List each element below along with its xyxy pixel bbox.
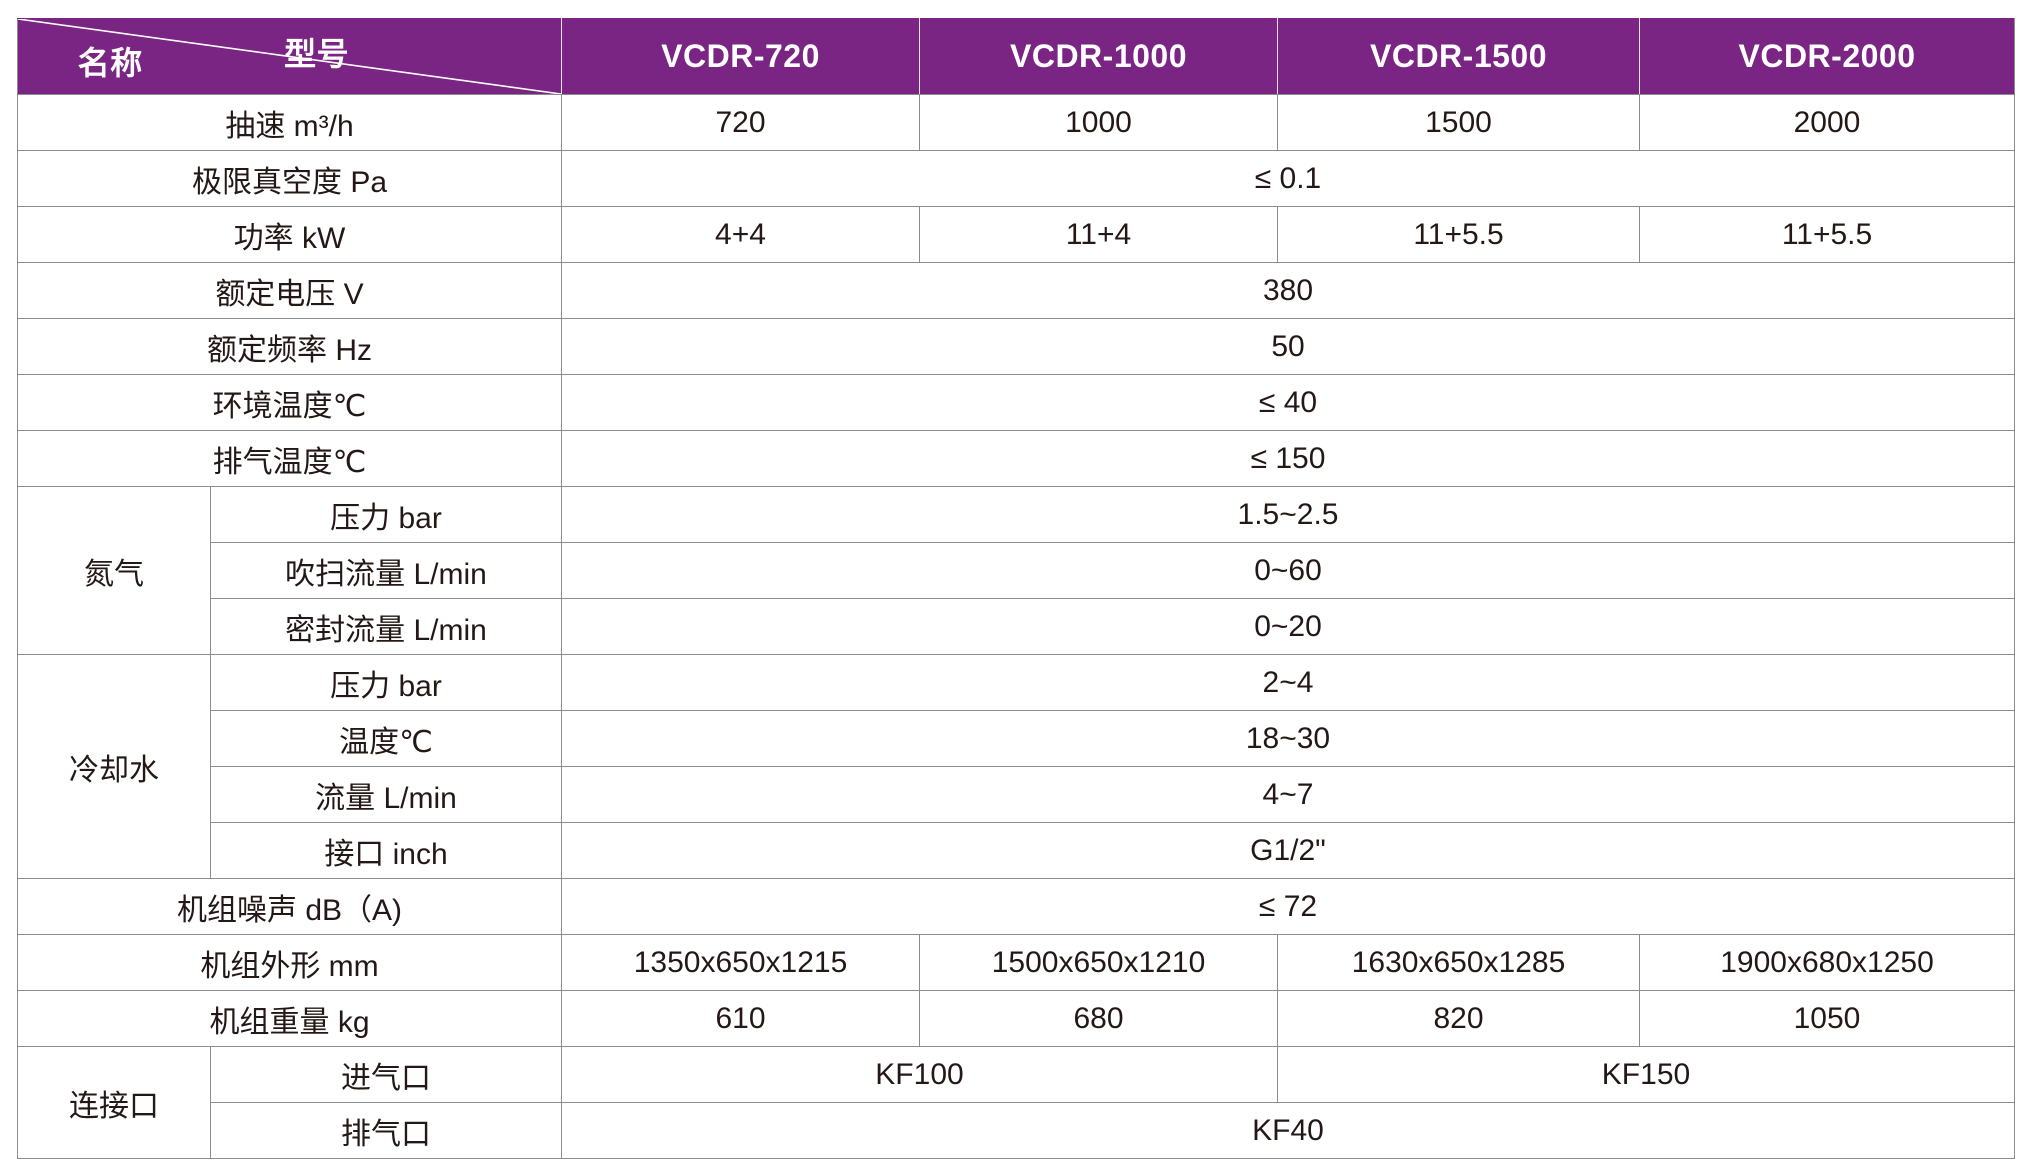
value-nitrogen-pressure: 1.5~2.5	[561, 486, 2015, 543]
row-exhaust-temperature: 排气温度℃ ≤ 150	[17, 430, 2015, 487]
value-cooling-water-port: G1/2"	[561, 822, 2015, 879]
label-dimensions: 机组外形 mm	[17, 934, 562, 991]
row-pumping-speed: 抽速 m³/h 720 1000 1500 2000	[17, 94, 2015, 151]
row-ambient-temperature: 环境温度℃ ≤ 40	[17, 374, 2015, 431]
group-label-nitrogen: 氮气	[17, 486, 211, 655]
value-pumping-speed-1000: 1000	[919, 94, 1278, 151]
value-weight-1500: 820	[1277, 990, 1640, 1047]
value-rated-frequency: 50	[561, 318, 2015, 375]
label-power: 功率 kW	[17, 206, 562, 263]
row-ultimate-vacuum: 极限真空度 Pa ≤ 0.1	[17, 150, 2015, 207]
label-exhaust-temperature: 排气温度℃	[17, 430, 562, 487]
row-power: 功率 kW 4+4 11+4 11+5.5 11+5.5	[17, 206, 2015, 263]
row-nitrogen-seal-flow: 密封流量 L/min 0~20	[18, 598, 2015, 655]
value-dimensions-720: 1350x650x1215	[561, 934, 920, 991]
header-model-vcdr-1000: VCDR-1000	[919, 18, 1278, 95]
group-label-cooling-water: 冷却水	[17, 654, 211, 879]
row-cooling-water-flow: 流量 L/min 4~7	[18, 766, 2015, 823]
label-ambient-temperature: 环境温度℃	[17, 374, 562, 431]
value-weight-1000: 680	[919, 990, 1278, 1047]
label-inlet-port: 进气口	[210, 1046, 562, 1103]
value-pumping-speed-2000: 2000	[1639, 94, 2015, 151]
product-spec-table: 型号 名称 VCDR-720 VCDR-1000 VCDR-1500 VCDR-…	[17, 18, 2015, 1159]
value-exhaust-temperature: ≤ 150	[561, 430, 2015, 487]
label-rated-frequency: 额定频率 Hz	[17, 318, 562, 375]
value-rated-voltage: 380	[561, 262, 2015, 319]
value-pumping-speed-1500: 1500	[1277, 94, 1640, 151]
value-power-1000: 11+4	[919, 206, 1278, 263]
label-rated-voltage: 额定电压 V	[17, 262, 562, 319]
value-weight-720: 610	[561, 990, 920, 1047]
header-model-vcdr-720: VCDR-720	[561, 18, 920, 95]
label-cooling-water-temperature: 温度℃	[210, 710, 562, 767]
value-inlet-port-kf150: KF150	[1277, 1046, 2015, 1103]
diagonal-divider-line	[18, 19, 561, 94]
row-weight: 机组重量 kg 610 680 820 1050	[17, 990, 2015, 1047]
header-model-vcdr-2000: VCDR-2000	[1639, 18, 2015, 95]
row-inlet-port: 连接口 进气口 KF100 KF150	[17, 1046, 2015, 1159]
header-name-label: 名称	[77, 45, 143, 81]
row-dimensions: 机组外形 mm 1350x650x1215 1500x650x1210 1630…	[17, 934, 2015, 991]
label-nitrogen-purge-flow: 吹扫流量 L/min	[210, 542, 562, 599]
value-ambient-temperature: ≤ 40	[561, 374, 2015, 431]
label-nitrogen-pressure: 压力 bar	[210, 486, 562, 543]
row-rated-frequency: 额定频率 Hz 50	[17, 318, 2015, 375]
label-noise: 机组噪声 dB（A)	[17, 878, 562, 935]
row-cooling-water-temperature: 温度℃ 18~30	[18, 710, 2015, 767]
label-ultimate-vacuum: 极限真空度 Pa	[17, 150, 562, 207]
value-weight-2000: 1050	[1639, 990, 2015, 1047]
label-cooling-water-port: 接口 inch	[210, 822, 562, 879]
value-nitrogen-purge-flow: 0~60	[561, 542, 2015, 599]
label-cooling-water-pressure: 压力 bar	[210, 654, 562, 711]
group-label-connections: 连接口	[17, 1046, 211, 1159]
row-rated-voltage: 额定电压 V 380	[17, 262, 2015, 319]
header-model-label: 型号	[284, 36, 350, 72]
row-cooling-water-port: 接口 inch G1/2"	[18, 822, 2015, 879]
row-nitrogen-purge-flow: 吹扫流量 L/min 0~60	[18, 542, 2015, 599]
value-dimensions-1000: 1500x650x1210	[919, 934, 1278, 991]
value-cooling-water-temperature: 18~30	[561, 710, 2015, 767]
label-cooling-water-flow: 流量 L/min	[210, 766, 562, 823]
table-header-row: 型号 名称 VCDR-720 VCDR-1000 VCDR-1500 VCDR-…	[17, 18, 2015, 95]
row-noise: 机组噪声 dB（A) ≤ 72	[17, 878, 2015, 935]
label-pumping-speed: 抽速 m³/h	[17, 94, 562, 151]
value-power-720: 4+4	[561, 206, 920, 263]
value-inlet-port-kf100: KF100	[561, 1046, 1278, 1103]
header-corner-cell: 型号 名称	[17, 18, 562, 95]
label-outlet-port: 排气口	[210, 1102, 562, 1159]
value-cooling-water-pressure: 2~4	[561, 654, 2015, 711]
value-dimensions-1500: 1630x650x1285	[1277, 934, 1640, 991]
row-outlet-port: 排气口 KF40	[18, 1102, 2015, 1159]
label-weight: 机组重量 kg	[17, 990, 562, 1047]
value-power-1500: 11+5.5	[1277, 206, 1640, 263]
row-nitrogen-pressure: 氮气 压力 bar 1.5~2.5	[17, 486, 2015, 655]
value-pumping-speed-720: 720	[561, 94, 920, 151]
value-outlet-port: KF40	[561, 1102, 2015, 1159]
label-nitrogen-seal-flow: 密封流量 L/min	[210, 598, 562, 655]
value-nitrogen-seal-flow: 0~20	[561, 598, 2015, 655]
value-ultimate-vacuum: ≤ 0.1	[561, 150, 2015, 207]
value-dimensions-2000: 1900x680x1250	[1639, 934, 2015, 991]
value-noise: ≤ 72	[561, 878, 2015, 935]
value-cooling-water-flow: 4~7	[561, 766, 2015, 823]
header-model-vcdr-1500: VCDR-1500	[1277, 18, 1640, 95]
row-cooling-water-pressure: 冷却水 压力 bar 2~4	[17, 654, 2015, 879]
value-power-2000: 11+5.5	[1639, 206, 2015, 263]
